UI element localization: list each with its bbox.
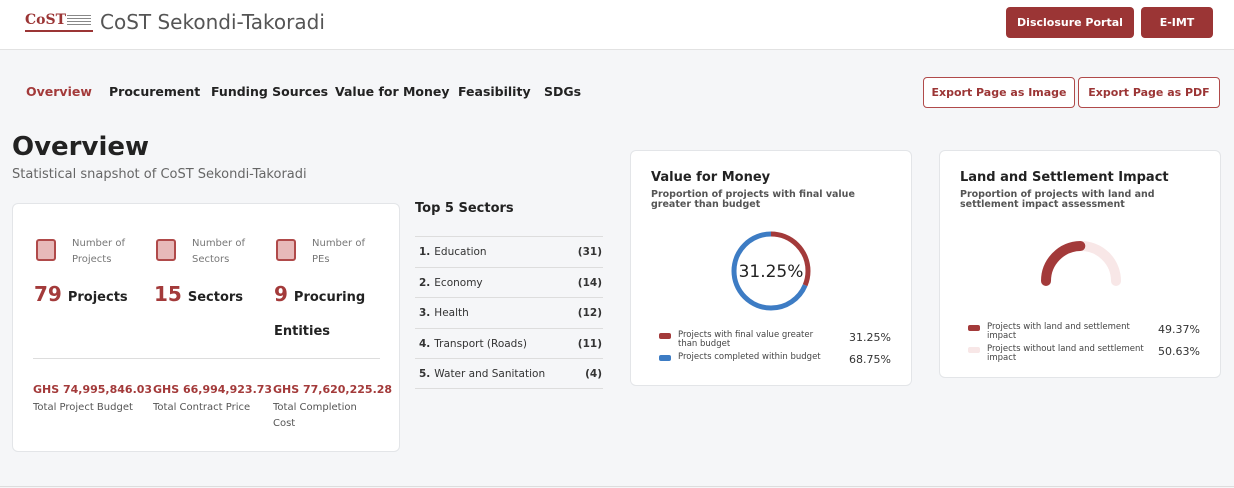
legend-label: Projects without land and settlement imp… bbox=[987, 344, 1144, 363]
legend-swatch bbox=[659, 333, 671, 339]
sector-row: 4. Transport (Roads) (11) bbox=[419, 338, 602, 350]
card-title: Land and Settlement Impact bbox=[960, 170, 1169, 185]
sector-rank: 3. bbox=[419, 307, 431, 319]
stat-value-row: 9 Procuring Entities bbox=[274, 278, 389, 348]
sector-count: (12) bbox=[577, 307, 602, 319]
site-title: CoST Sekondi-Takoradi bbox=[100, 10, 325, 34]
legend-value: 31.25% bbox=[849, 331, 891, 344]
logo: CoST bbox=[25, 12, 93, 32]
export-button[interactable]: Export Page as Image bbox=[923, 77, 1075, 108]
sector-count: (11) bbox=[577, 337, 602, 350]
legend-value: 50.63% bbox=[1158, 345, 1200, 358]
gauge-segment bbox=[1041, 241, 1086, 286]
separator bbox=[33, 358, 380, 359]
stat-value: 9 bbox=[274, 282, 288, 306]
legend-value: 68.75% bbox=[849, 353, 891, 366]
nav-tab[interactable]: Funding Sources bbox=[211, 84, 329, 99]
sector-divider bbox=[415, 297, 603, 298]
sector-name: Economy bbox=[434, 276, 483, 289]
nav-tab[interactable]: Procurement bbox=[109, 84, 201, 99]
stat-icon bbox=[36, 239, 56, 261]
sector-count: (31) bbox=[577, 246, 602, 258]
stat-value-row: 15 Sectors bbox=[154, 278, 269, 314]
stat-label: Number of PEs bbox=[312, 238, 365, 265]
export-button[interactable]: Export Page as PDF bbox=[1078, 77, 1220, 108]
stat-value-row: 79 Projects bbox=[34, 278, 149, 314]
logo-text: CoST bbox=[25, 12, 67, 28]
stats-card: Number of Projects 79 Projects Number of Se… bbox=[12, 203, 400, 452]
page-title: Overview bbox=[12, 132, 150, 162]
sector-count: (4) bbox=[585, 368, 602, 380]
donut-center-label: 31.25% bbox=[739, 262, 804, 282]
nav-tab[interactable]: SDGs bbox=[544, 84, 582, 99]
stat-icon bbox=[156, 239, 176, 261]
total-label: Total Completion Cost bbox=[273, 402, 357, 429]
sector-divider bbox=[415, 327, 603, 329]
card-subtitle: Proportion of projects with land and set… bbox=[960, 189, 1155, 210]
stat-value: 15 bbox=[154, 282, 182, 306]
legend-swatch bbox=[968, 325, 980, 331]
sector-rank: 1. bbox=[419, 246, 431, 258]
stat-unit: Procuring Entities bbox=[274, 290, 366, 339]
total-amount: GHS 77,620,225.28 bbox=[273, 383, 393, 396]
logo-mark bbox=[67, 15, 91, 27]
sectors-title: Top 5 Sectors bbox=[415, 201, 514, 216]
sector-name: Transport (Roads) bbox=[434, 337, 527, 350]
stat-label: Number of Sectors bbox=[192, 238, 245, 265]
sector-row: 1. Education (31) bbox=[419, 246, 602, 258]
legend-swatch bbox=[659, 355, 671, 361]
sector-name: Health bbox=[434, 307, 469, 319]
page-subtitle: Statistical snapshot of CoST Sekondi-Tak… bbox=[12, 167, 307, 182]
stat-label: Number of Projects bbox=[72, 238, 125, 265]
chart-card: Value for Money Proportion of projects wi… bbox=[630, 150, 912, 386]
sector-count: (14) bbox=[577, 276, 602, 289]
legend-swatch bbox=[968, 347, 980, 353]
card-title: Value for Money bbox=[651, 170, 771, 185]
total-label: Total Contract Price bbox=[153, 402, 251, 413]
sector-row: 2. Economy (14) bbox=[419, 277, 602, 289]
chart: 31.25% bbox=[731, 231, 811, 311]
nav-tab[interactable]: Feasibility bbox=[458, 84, 531, 99]
legend-label: Projects completed within budget bbox=[678, 352, 821, 362]
sector-name: Water and Sanitation bbox=[434, 368, 546, 380]
sector-row: 5. Water and Sanitation (4) bbox=[419, 368, 602, 380]
sector-row: 3. Health (12) bbox=[419, 307, 602, 319]
sector-name: Education bbox=[434, 246, 487, 258]
divider bbox=[0, 486, 1234, 487]
sector-divider bbox=[415, 388, 603, 389]
header-button[interactable]: Disclosure Portal bbox=[1006, 7, 1134, 38]
sector-rank: 2. bbox=[419, 276, 431, 289]
chart-card: Land and Settlement Impact Proportion of … bbox=[939, 150, 1221, 378]
header-button[interactable]: E-IMT bbox=[1141, 7, 1213, 38]
sector-rank: 4. bbox=[419, 337, 431, 350]
sector-divider bbox=[415, 266, 603, 268]
total-amount: GHS 66,994,923.73 bbox=[153, 383, 273, 396]
legend-label: Projects with land and settlement impact bbox=[987, 322, 1130, 341]
sector-rank: 5. bbox=[419, 368, 431, 380]
total-label: Total Project Budget bbox=[33, 402, 133, 413]
sector-divider bbox=[415, 236, 603, 237]
nav-tab[interactable]: Value for Money bbox=[335, 84, 450, 99]
card-subtitle: Proportion of projects with final value … bbox=[651, 189, 855, 210]
legend-label: Projects with final value greater than b… bbox=[678, 330, 814, 349]
stat-unit: Sectors bbox=[187, 290, 244, 305]
donut-segment bbox=[731, 231, 811, 311]
gauge-segment bbox=[1075, 241, 1121, 286]
stat-icon bbox=[276, 239, 296, 261]
sector-divider bbox=[415, 358, 603, 359]
chart bbox=[1041, 241, 1121, 286]
total-amount: GHS 74,995,846.03 bbox=[33, 383, 153, 396]
nav-tab[interactable]: Overview bbox=[26, 84, 92, 99]
legend-value: 49.37% bbox=[1158, 323, 1200, 336]
stat-value: 79 bbox=[34, 282, 62, 306]
stat-unit: Projects bbox=[67, 290, 128, 305]
